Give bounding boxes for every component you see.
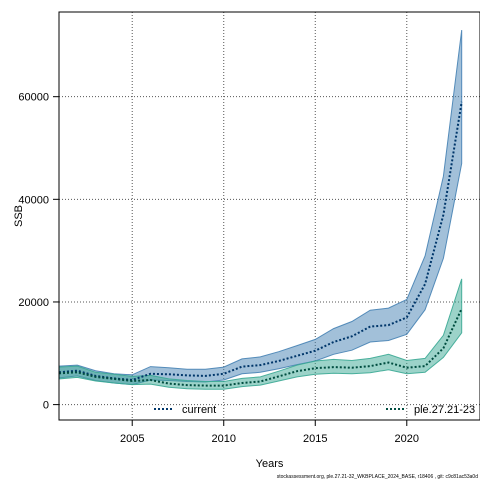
series-line-0 — [58, 101, 463, 382]
x-axis: 2005 2010 2015 2020 — [120, 420, 419, 445]
confidence-band-1 — [58, 278, 463, 390]
x-tick-label: 2005 — [120, 433, 144, 445]
legend-label-0: current — [182, 404, 216, 416]
legend-label-1: ple.27.21-23 — [414, 404, 475, 416]
confidence-band-0 — [58, 29, 463, 386]
y-tick-label: 40000 — [18, 194, 49, 206]
x-tick-label: 2010 — [211, 433, 235, 445]
x-tick-label: 2015 — [303, 433, 327, 445]
series-lines — [58, 101, 463, 387]
x-tick-label: 2020 — [395, 433, 419, 445]
y-axis: 0 20000 40000 60000 — [18, 92, 59, 412]
series-bands — [58, 29, 463, 390]
y-tick-label: 0 — [43, 400, 49, 412]
plot-frame — [58, 11, 480, 421]
footnote: stockassessment.org, ple.27.21-32_WKBPLA… — [277, 474, 478, 480]
x-axis-title: Years — [256, 458, 284, 470]
legend: current ple.27.21-23 — [154, 404, 475, 416]
y-axis-title: SSB — [13, 205, 25, 227]
y-tick-label: 20000 — [18, 297, 49, 309]
y-tick-label: 60000 — [18, 92, 49, 104]
